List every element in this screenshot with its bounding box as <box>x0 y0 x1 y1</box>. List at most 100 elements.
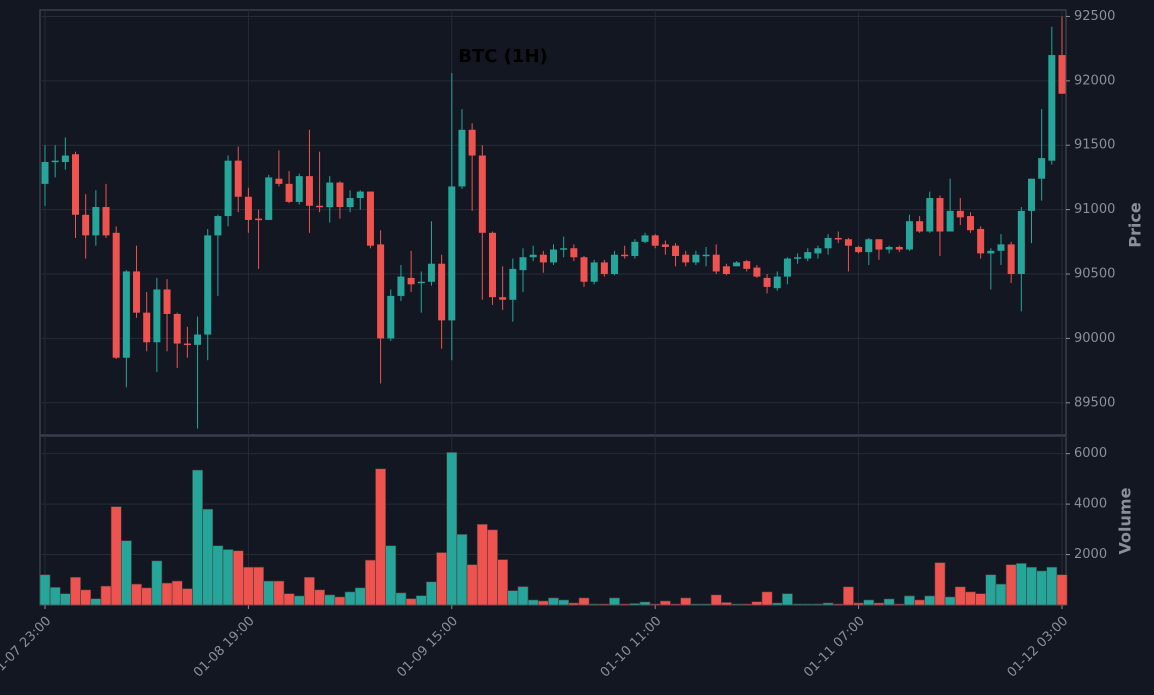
candle-body <box>550 249 557 263</box>
volume-bar <box>192 469 203 606</box>
volume-bar <box>415 595 427 606</box>
candle-body <box>895 246 903 250</box>
volume-bar <box>914 599 926 606</box>
volume-bar <box>934 562 946 606</box>
candle-body <box>702 254 710 257</box>
volume-bar <box>792 603 803 606</box>
candle-body <box>773 276 781 289</box>
candle-body <box>1017 210 1025 275</box>
candle-body <box>122 271 130 358</box>
volume-bar <box>782 593 793 606</box>
volume-bar <box>649 603 661 606</box>
x-tick-label: 01-10 11:00 <box>598 614 665 681</box>
volume-bar <box>466 564 478 606</box>
volume-bar <box>80 589 92 606</box>
candle-body <box>255 218 263 221</box>
volume-bar <box>90 598 102 606</box>
volume-bar <box>385 545 397 606</box>
volume-bar <box>822 602 834 606</box>
candle-body <box>143 312 151 343</box>
volume-bar <box>843 586 854 606</box>
volume-bar <box>100 585 112 606</box>
candle-body <box>417 281 425 284</box>
volume-bar <box>49 587 61 606</box>
candle-body <box>672 245 680 256</box>
candle-body <box>275 178 283 184</box>
candle-body <box>204 235 212 335</box>
candle-body <box>529 254 537 258</box>
candle-body <box>590 262 598 282</box>
candle-body <box>611 254 619 275</box>
volume-bar <box>314 589 325 606</box>
volume-bar <box>537 600 549 606</box>
candle-body <box>316 205 324 208</box>
candle-body <box>366 191 374 246</box>
candle-body <box>956 210 964 218</box>
candle-body <box>987 250 995 254</box>
candle-body <box>692 254 700 263</box>
volume-bar <box>405 598 417 606</box>
candle-body <box>844 239 852 246</box>
candle-body <box>224 160 232 217</box>
volume-bar <box>975 593 987 606</box>
volume-bar <box>1036 570 1048 606</box>
candle-body <box>183 343 191 346</box>
candle-body <box>539 254 547 263</box>
candle-body <box>478 155 486 233</box>
candle-body <box>51 160 59 163</box>
volume-bar <box>344 591 356 606</box>
candle-body <box>814 248 822 254</box>
candle-body <box>427 263 435 282</box>
volume-bar <box>202 508 214 606</box>
volume-bar <box>517 586 529 606</box>
volume-bar <box>741 603 753 606</box>
volume-bar <box>222 549 234 606</box>
candle-body <box>488 232 496 298</box>
volume-bar <box>832 603 844 606</box>
candle-body <box>285 183 293 202</box>
volume-bar <box>527 599 539 606</box>
candle-body <box>153 289 161 343</box>
x-tick-label: 01-08 19:00 <box>191 614 258 681</box>
volume-bar <box>395 592 407 606</box>
volume-bar <box>812 603 824 606</box>
candle-body <box>1007 244 1015 275</box>
candle-body <box>916 221 924 232</box>
volume-bar <box>171 580 183 606</box>
candle-body <box>641 235 649 242</box>
volume-bar <box>446 452 458 606</box>
volume-bar <box>131 583 142 606</box>
candle-body <box>407 277 415 285</box>
volume-axis-label: Volume <box>1116 487 1135 554</box>
volume-bar <box>1015 563 1027 606</box>
volume-bar <box>141 587 153 606</box>
candle-body <box>733 262 741 267</box>
candle-body <box>173 313 181 344</box>
candle-body <box>41 161 49 184</box>
volume-bar <box>253 566 264 606</box>
volume-bar <box>690 603 702 606</box>
candle-body <box>448 186 456 321</box>
volume-bar <box>243 566 254 606</box>
volume-bar <box>802 603 814 606</box>
candle-body <box>438 263 446 321</box>
candle-body <box>651 235 659 246</box>
candle-body <box>112 232 120 358</box>
volume-bar <box>731 603 742 606</box>
candle-body <box>631 241 639 256</box>
candle-body <box>722 266 730 275</box>
x-tick-label: 01-09 15:00 <box>394 614 461 681</box>
candle-body <box>1058 55 1066 94</box>
volume-bar <box>476 523 488 606</box>
volume-bar <box>273 580 285 606</box>
candle-body <box>621 254 629 257</box>
volume-bar <box>924 595 936 606</box>
candle-body <box>234 160 242 197</box>
volume-bar <box>700 603 712 606</box>
volume-bar <box>293 595 305 606</box>
y-tick-label: 91500 <box>1074 138 1115 153</box>
volume-bar <box>863 599 875 606</box>
candle-body <box>356 191 364 199</box>
x-tick-label: 01-07 23:00 <box>0 614 54 681</box>
candle-body <box>72 154 80 215</box>
